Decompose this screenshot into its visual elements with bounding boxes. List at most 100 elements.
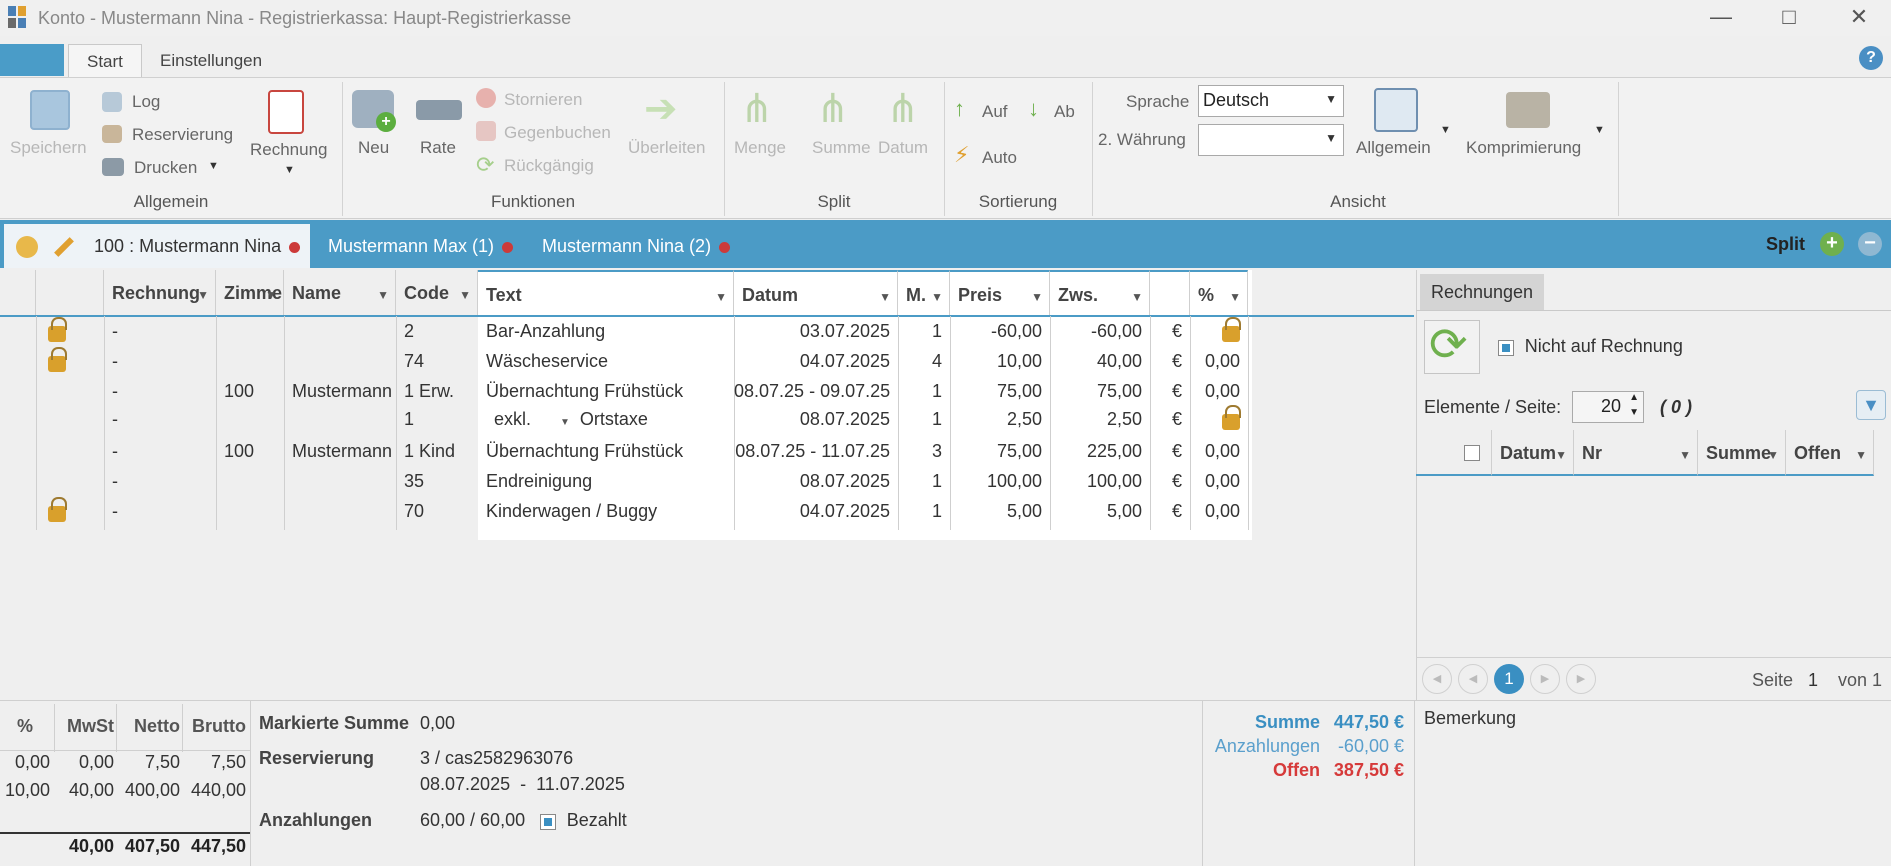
stornieren-button[interactable]: Stornieren	[474, 86, 604, 114]
lock-icon	[1190, 404, 1248, 434]
chevron-down-icon: ▼	[1325, 92, 1337, 106]
pager-next-button[interactable]: ▶	[1530, 664, 1560, 694]
arrow-down-icon: ↓	[1028, 96, 1039, 121]
drucken-button[interactable]: Drucken ▼	[100, 154, 230, 182]
markierte-summe-label: Markierte Summe	[259, 713, 410, 733]
cell-text: exkl. ▼ Ortstaxe	[478, 404, 734, 434]
remove-split-button[interactable]: −	[1858, 232, 1882, 256]
account-tab-max[interactable]: Mustermann Max (1)	[316, 224, 525, 268]
ueberleiten-button[interactable]: ➔ Überleiten	[628, 87, 706, 157]
close-button[interactable]: ✕	[1849, 4, 1869, 29]
col-header-code[interactable]: Code ▼	[396, 270, 478, 316]
invoice-col-nr[interactable]: Nr ▼	[1574, 430, 1698, 476]
filter-icon[interactable]: ▼	[1229, 290, 1241, 304]
filter-icon[interactable]: ▼	[879, 290, 891, 304]
rate-button[interactable]: Rate	[412, 86, 472, 162]
col-header-preis[interactable]: Preis ▼	[950, 270, 1050, 316]
filter-icon[interactable]: ▼	[1679, 448, 1691, 462]
sort-ab-button[interactable]: ↓ Ab	[1028, 96, 1075, 121]
help-icon[interactable]: ?	[1859, 46, 1883, 70]
split-summe-button[interactable]: ⋔ Summe	[812, 87, 871, 157]
seite-input[interactable]: 1	[1808, 670, 1819, 690]
cell-datum: 04.07.2025	[799, 351, 890, 371]
nicht-auf-rechnung-checkbox[interactable]: Nicht auf Rechnung	[1498, 336, 1683, 357]
col-header-zws[interactable]: Zws. ▼	[1050, 270, 1150, 316]
compress-icon	[1506, 92, 1550, 128]
filter-icon[interactable]: ▼	[1031, 290, 1043, 304]
neu-button[interactable]: + Neu	[348, 86, 402, 162]
rueckgaengig-button[interactable]: ⟳ Rückgängig	[476, 152, 594, 177]
sort-auf-button[interactable]: ↑ Auf	[954, 96, 1008, 121]
komprimierung-button[interactable]: Komprimierung ▼	[1466, 86, 1606, 162]
window-title: Konto - Mustermann Nina - Registrierkass…	[38, 8, 572, 28]
col-header-name[interactable]: Name ▼	[284, 270, 396, 316]
tab-einstellungen[interactable]: Einstellungen	[160, 51, 263, 70]
bezahlt-checkbox[interactable]: Bezahlt	[540, 810, 627, 831]
maximize-button[interactable]: □	[1782, 4, 1796, 29]
filter-icon[interactable]: ▼	[377, 288, 389, 302]
filter-icon[interactable]: ▼	[931, 290, 943, 304]
rechnung-button[interactable]: Rechnung ▼	[246, 86, 332, 182]
filter-icon[interactable]: ▼	[1855, 448, 1867, 462]
sort-auto-button[interactable]: ⚡ Auto	[954, 142, 1017, 167]
pager-prev-button[interactable]: ◀	[1458, 664, 1488, 694]
filter-icon[interactable]: ▼	[1555, 448, 1567, 462]
minimize-button[interactable]: —	[1710, 4, 1732, 29]
waehrung-label: 2. Währung	[1098, 130, 1186, 149]
col-header-currency[interactable]	[1150, 270, 1190, 316]
col-header-text[interactable]: Text ▼	[478, 270, 734, 316]
reservierung-link[interactable]: 3 / cas2582963076	[420, 748, 574, 768]
account-tab-nina-2[interactable]: Mustermann Nina (2)	[530, 224, 742, 268]
invoice-count: ( 0 )	[1660, 397, 1693, 417]
stepper-down-icon[interactable]: ▼	[1629, 407, 1639, 418]
invoice-col-datum[interactable]: Datum ▼	[1492, 430, 1574, 476]
bemerkung-textarea[interactable]	[1420, 734, 1886, 860]
col-header-datum[interactable]: Datum ▼	[734, 270, 898, 316]
lock-icon	[48, 497, 67, 527]
tax-mode-select[interactable]: exkl.	[494, 409, 532, 429]
stepper-up-icon[interactable]: ▲	[1629, 392, 1639, 403]
filter-funnel-icon[interactable]: ▼	[1856, 390, 1886, 420]
tab-rechnungen[interactable]: Rechnungen	[1420, 274, 1544, 310]
filter-icon[interactable]: ▼	[265, 288, 277, 302]
filter-icon[interactable]: ▼	[1767, 448, 1779, 462]
split-datum-button[interactable]: ⋔ Datum	[878, 87, 929, 157]
col-header-rechnung[interactable]: Rechnung ▼	[104, 270, 216, 316]
col-header-lock[interactable]	[36, 270, 104, 316]
gegenbuchen-button[interactable]: Gegenbuchen	[474, 119, 624, 147]
log-button[interactable]: Log	[100, 88, 200, 116]
filter-icon[interactable]: ▼	[459, 288, 471, 302]
file-menu-tab[interactable]	[0, 44, 64, 76]
pager-last-button[interactable]: ▶	[1566, 664, 1596, 694]
waehrung-select[interactable]: ▼	[1198, 124, 1344, 156]
status-dot-icon	[289, 241, 301, 253]
split-menge-button[interactable]: ⋔ Menge	[734, 87, 786, 157]
col-header-m[interactable]: M. ▼	[898, 270, 950, 316]
filter-icon[interactable]: ▼	[1131, 290, 1143, 304]
ansicht-allgemein-button[interactable]: Allgemein ▼	[1354, 86, 1454, 162]
filter-icon[interactable]: ▼	[715, 290, 727, 304]
sprache-select[interactable]: Deutsch ▼	[1198, 85, 1344, 117]
select-all-checkbox[interactable]	[1464, 445, 1480, 461]
filter-icon[interactable]: ▼	[197, 288, 209, 302]
account-tab-nina[interactable]: 100 : Mustermann Nina	[4, 224, 310, 268]
col-header-zimmer[interactable]: Zimmer ▼	[216, 270, 284, 316]
cell-datum: 08.07.25 - 09.07.25	[734, 381, 891, 401]
tab-start[interactable]: Start	[68, 44, 142, 77]
book-icon	[102, 125, 122, 143]
anzahlungen-total-label: Anzahlungen	[1214, 736, 1320, 756]
pager-first-button[interactable]: ◀	[1422, 664, 1452, 694]
elemente-stepper[interactable]: 20 ▲ ▼	[1572, 391, 1644, 423]
invoice-col-select[interactable]	[1416, 430, 1492, 476]
pager-page-1[interactable]: 1	[1494, 664, 1524, 694]
refresh-button[interactable]: ⟳	[1424, 318, 1480, 374]
save-button[interactable]: Speichern	[8, 86, 90, 162]
invoice-col-summe[interactable]: Summe ▼	[1698, 430, 1786, 476]
invoice-col-offen[interactable]: Offen ▼	[1786, 430, 1874, 476]
vat-header-brutto: Brutto	[192, 716, 246, 736]
add-split-button[interactable]: +	[1820, 232, 1844, 256]
reservierung-button[interactable]: Reservierung	[100, 121, 240, 149]
col-header-select[interactable]	[0, 270, 36, 316]
col-header-pct[interactable]: % ▼	[1190, 270, 1248, 316]
vat-cell-mwst: 40,00	[68, 780, 114, 800]
